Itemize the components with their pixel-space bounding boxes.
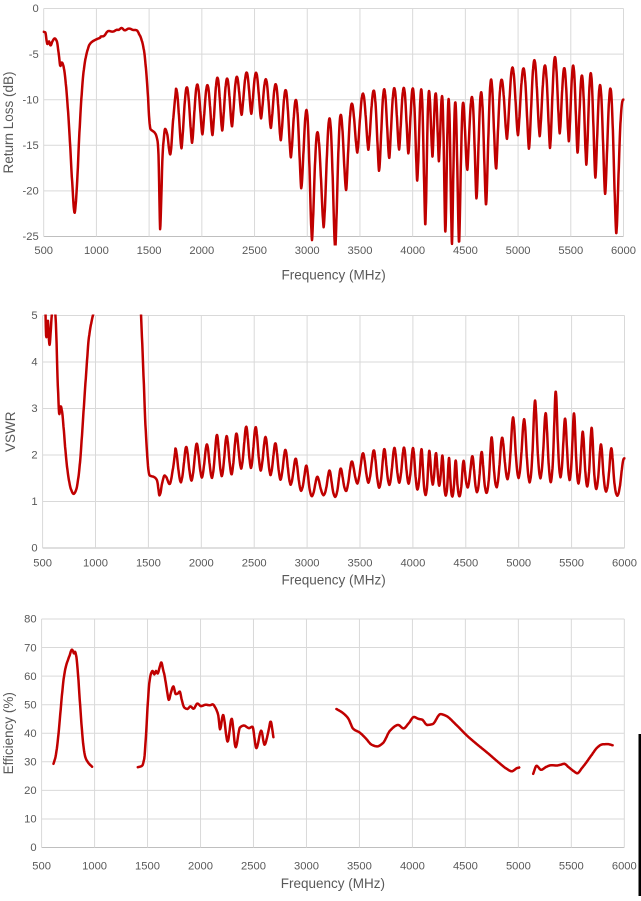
svg-text:-15: -15 (23, 140, 39, 152)
svg-text:3500: 3500 (348, 558, 373, 570)
svg-text:Efficiency (%): Efficiency (%) (1, 692, 16, 774)
svg-text:5000: 5000 (506, 245, 531, 257)
svg-text:VSWR: VSWR (3, 411, 18, 452)
svg-text:1: 1 (31, 496, 37, 508)
svg-text:50: 50 (24, 699, 36, 711)
svg-text:3500: 3500 (348, 245, 373, 257)
svg-text:500: 500 (34, 245, 53, 257)
svg-text:0: 0 (32, 3, 38, 15)
svg-text:0: 0 (31, 543, 37, 555)
svg-text:2000: 2000 (189, 245, 214, 257)
svg-text:40: 40 (24, 728, 36, 740)
svg-text:3000: 3000 (295, 245, 320, 257)
svg-text:60: 60 (24, 671, 36, 683)
svg-text:3000: 3000 (295, 558, 320, 570)
svg-text:70: 70 (24, 642, 36, 654)
svg-text:5000: 5000 (506, 861, 531, 873)
svg-text:1000: 1000 (82, 861, 107, 873)
svg-text:6000: 6000 (611, 245, 636, 257)
svg-text:5500: 5500 (558, 245, 583, 257)
svg-text:4: 4 (31, 357, 37, 369)
svg-text:4500: 4500 (453, 861, 478, 873)
svg-text:Frequency (MHz): Frequency (MHz) (281, 876, 385, 891)
svg-text:Frequency (MHz): Frequency (MHz) (281, 268, 385, 283)
svg-text:-25: -25 (23, 231, 39, 243)
svg-text:6000: 6000 (612, 558, 637, 570)
svg-text:2500: 2500 (242, 558, 267, 570)
svg-text:2500: 2500 (241, 861, 266, 873)
svg-text:1500: 1500 (135, 861, 160, 873)
svg-text:4500: 4500 (453, 558, 478, 570)
svg-text:-10: -10 (23, 94, 39, 106)
svg-text:5500: 5500 (559, 558, 584, 570)
svg-text:2000: 2000 (188, 861, 213, 873)
svg-text:4000: 4000 (400, 245, 425, 257)
svg-text:5500: 5500 (559, 861, 584, 873)
svg-text:1500: 1500 (137, 245, 162, 257)
svg-text:-5: -5 (29, 49, 39, 61)
svg-text:80: 80 (24, 614, 36, 626)
svg-text:500: 500 (32, 861, 51, 873)
svg-text:10: 10 (24, 814, 36, 826)
svg-text:4500: 4500 (453, 245, 478, 257)
svg-text:3500: 3500 (347, 861, 372, 873)
svg-text:4000: 4000 (400, 861, 425, 873)
svg-text:2500: 2500 (242, 245, 267, 257)
svg-text:4000: 4000 (400, 558, 425, 570)
svg-text:3000: 3000 (294, 861, 319, 873)
svg-text:0: 0 (30, 842, 36, 854)
svg-text:1000: 1000 (83, 558, 108, 570)
svg-text:500: 500 (33, 558, 52, 570)
svg-text:2000: 2000 (189, 558, 214, 570)
svg-text:30: 30 (24, 757, 36, 769)
svg-text:2: 2 (31, 450, 37, 462)
svg-text:6000: 6000 (612, 861, 637, 873)
svg-text:5: 5 (31, 310, 37, 322)
svg-text:20: 20 (24, 785, 36, 797)
svg-text:3: 3 (31, 403, 37, 415)
svg-text:Frequency (MHz): Frequency (MHz) (281, 573, 385, 588)
svg-text:1500: 1500 (136, 558, 161, 570)
svg-text:-20: -20 (23, 186, 39, 198)
svg-text:5000: 5000 (506, 558, 531, 570)
svg-text:1000: 1000 (84, 245, 109, 257)
svg-text:Return Loss (dB): Return Loss (dB) (1, 71, 16, 173)
